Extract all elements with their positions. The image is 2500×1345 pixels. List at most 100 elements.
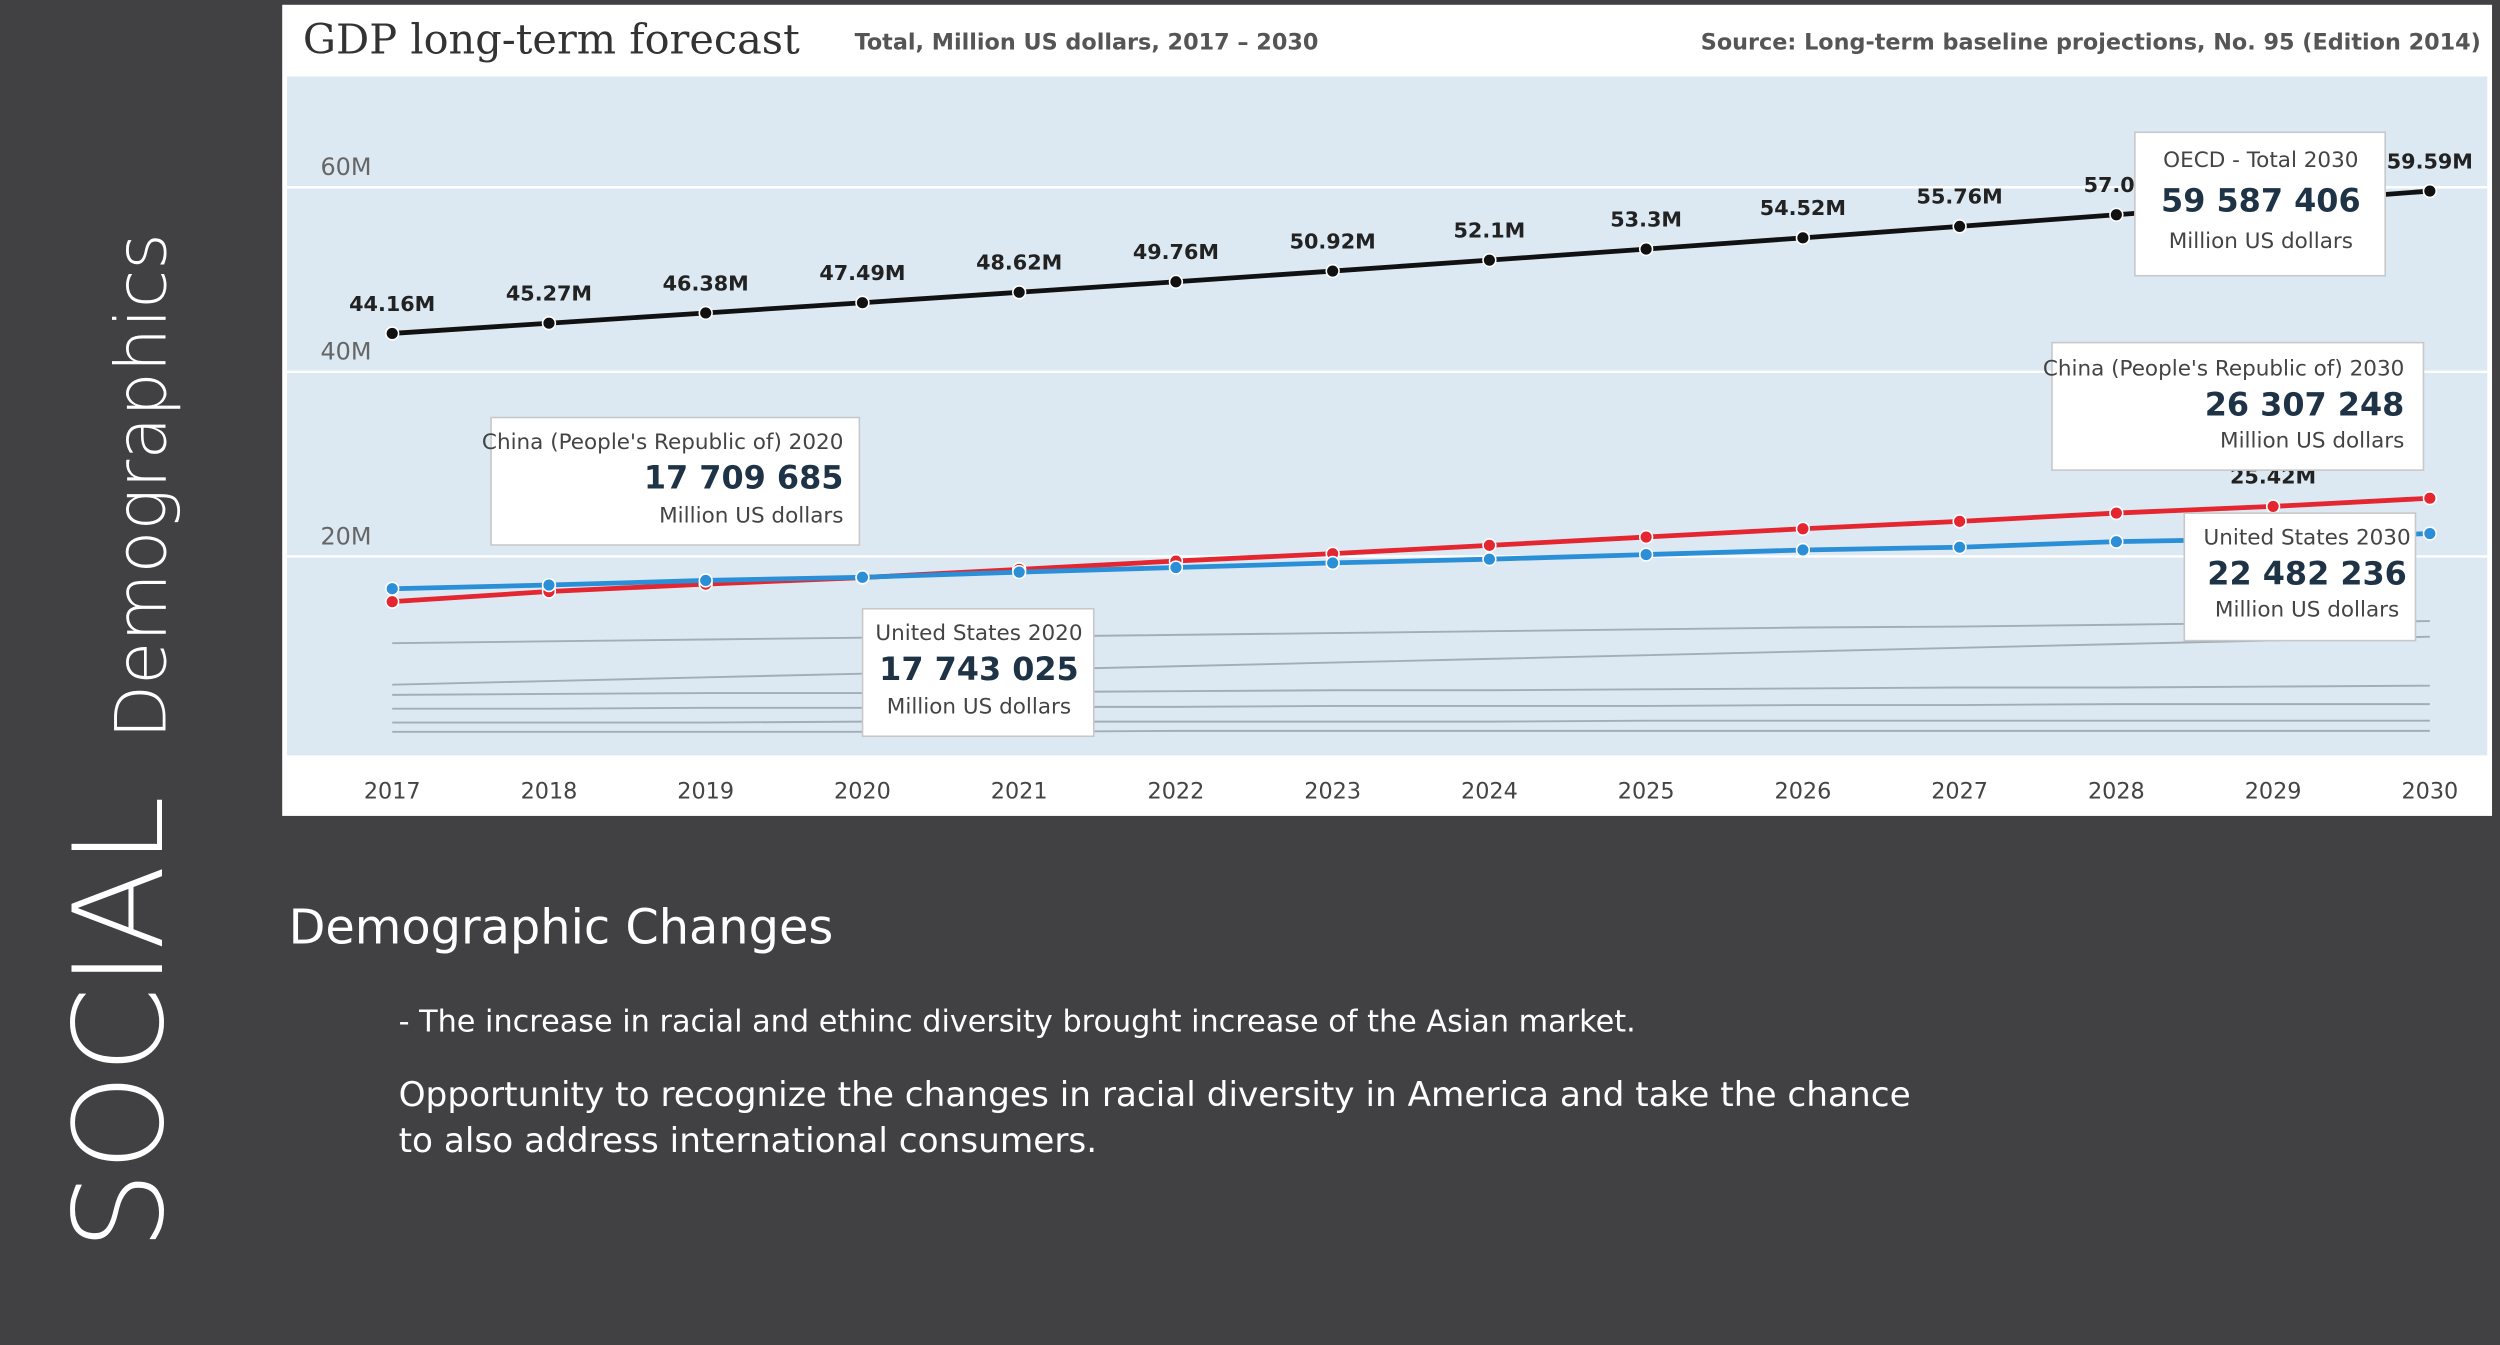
y-tick-label: 60M — [320, 153, 371, 181]
value-label: 59.59M — [2387, 149, 2473, 173]
data-point — [541, 577, 557, 593]
tooltip-unit: Million US dollars — [2215, 597, 2399, 622]
x-tick-label: 2030 — [2401, 779, 2458, 805]
tooltip-unit: Million US dollars — [887, 695, 1071, 720]
data-point — [1012, 564, 1027, 580]
x-tick-label: 2017 — [364, 779, 421, 805]
data-point — [1795, 521, 1811, 536]
x-tick-label: 2025 — [1618, 779, 1675, 805]
tooltip-box — [490, 416, 861, 546]
tooltip-title: China (People's Republic of) 2020 — [482, 430, 843, 455]
data-point — [385, 594, 400, 609]
tooltip-box — [861, 607, 1095, 738]
tooltip-value: 22 482 236 — [2207, 554, 2407, 592]
tooltip-unit: Million US dollars — [2169, 229, 2353, 254]
data-point — [2422, 526, 2438, 541]
data-point — [1325, 263, 1340, 279]
side-subtitle: Demographics — [101, 233, 183, 739]
tooltip-box — [2134, 131, 2387, 277]
x-tick-label: 2026 — [1775, 779, 1832, 805]
tooltip-value: 17 743 025 — [879, 650, 1079, 688]
x-tick-label: 2019 — [677, 779, 734, 805]
data-point — [698, 305, 713, 321]
other-country-line — [392, 703, 2430, 710]
data-point — [1325, 555, 1340, 571]
chart-source: Source: Long-term baseline projections, … — [1701, 30, 2481, 56]
y-tick-label: 20M — [320, 522, 371, 550]
other-country-line — [392, 729, 2430, 733]
data-point — [1482, 252, 1497, 268]
value-label: 55.76M — [1917, 185, 2003, 209]
tooltip-title: China (People's Republic of) 2030 — [2043, 357, 2404, 382]
data-point — [855, 295, 870, 310]
data-point — [855, 570, 870, 585]
data-point — [1795, 230, 1811, 245]
data-point — [1952, 540, 1967, 555]
y-tick-label: 40M — [320, 338, 371, 366]
value-label: 57.02 — [2084, 173, 2150, 197]
data-point — [1952, 219, 1967, 234]
data-point — [1638, 547, 1654, 562]
data-point — [1795, 542, 1811, 558]
bullet: - The increase in racial and ethinc dive… — [399, 1005, 1636, 1040]
x-tick-label: 2024 — [1461, 779, 1518, 805]
data-point — [1638, 241, 1654, 257]
tooltip-value: 26 307 248 — [2205, 385, 2405, 423]
other-country-line — [392, 635, 2430, 686]
value-label: 54.52M — [1760, 196, 1846, 220]
value-label: 47.49M — [819, 261, 905, 285]
other-country-line — [392, 684, 2430, 696]
x-tick-label: 2029 — [2245, 779, 2302, 805]
data-point — [1952, 514, 1967, 529]
value-label: 48.62M — [976, 251, 1062, 275]
x-tick-label: 2022 — [1148, 779, 1205, 805]
x-tick-label: 2020 — [834, 779, 891, 805]
data-point — [1168, 274, 1184, 289]
data-point — [1482, 552, 1497, 567]
value-label: 46.38M — [663, 271, 749, 295]
other-country-line — [392, 719, 2430, 724]
data-point — [385, 581, 400, 596]
value-label: 52.1M — [1454, 218, 1526, 242]
tooltip-unit: Million US dollars — [659, 503, 843, 528]
value-label: 53.3M — [1610, 207, 1682, 231]
tooltip-title: OECD - Total 2030 — [2163, 148, 2358, 173]
other-country-line — [392, 620, 2430, 645]
tooltip-title: United States 2020 — [875, 621, 1082, 646]
tooltip-title: United States 2030 — [2203, 526, 2410, 551]
data-point — [1482, 538, 1497, 553]
data-point — [2422, 183, 2438, 199]
data-point — [1012, 285, 1027, 300]
side-title: SOCIAL — [48, 796, 192, 1250]
data-point — [698, 573, 713, 588]
chart-subtitle: Total, Million US dollars, 2017 – 2030 — [855, 30, 1319, 56]
x-tick-label: 2028 — [2088, 779, 2145, 805]
x-tick-label: 2018 — [521, 779, 578, 805]
data-point — [1168, 560, 1184, 575]
tooltip-box — [2183, 512, 2417, 642]
data-point — [1638, 529, 1654, 545]
tooltip-unit: Million US dollars — [2220, 428, 2404, 453]
series-line — [392, 495, 2430, 605]
data-point — [2422, 491, 2438, 506]
chart-title: GDP long-term forecast — [303, 16, 800, 64]
data-point — [2109, 505, 2124, 521]
x-tick-label: 2021 — [991, 779, 1048, 805]
data-point — [2265, 499, 2281, 514]
tooltip-box — [2051, 341, 2425, 471]
value-label: 45.27M — [506, 282, 592, 306]
tooltip-value: 59 587 406 — [2161, 181, 2361, 219]
series-line — [392, 188, 2431, 336]
plot: 20M 40M 60M 2017 2018 2019 2020 2021 2022 2023 202… — [286, 131, 2488, 805]
data-point — [385, 326, 400, 341]
data-point — [2109, 207, 2124, 222]
paragraph-line: Opportunity to recognize the changes in … — [399, 1075, 1911, 1115]
x-tick-label: 2023 — [1304, 779, 1361, 805]
data-point — [2109, 534, 2124, 549]
value-label: 50.92M — [1290, 229, 1376, 253]
series-line — [392, 531, 2430, 592]
paragraph-line: to also address international consumers. — [399, 1121, 1098, 1161]
heading: Demographic Changes — [289, 901, 834, 956]
value-label: 44.16M — [349, 292, 435, 316]
